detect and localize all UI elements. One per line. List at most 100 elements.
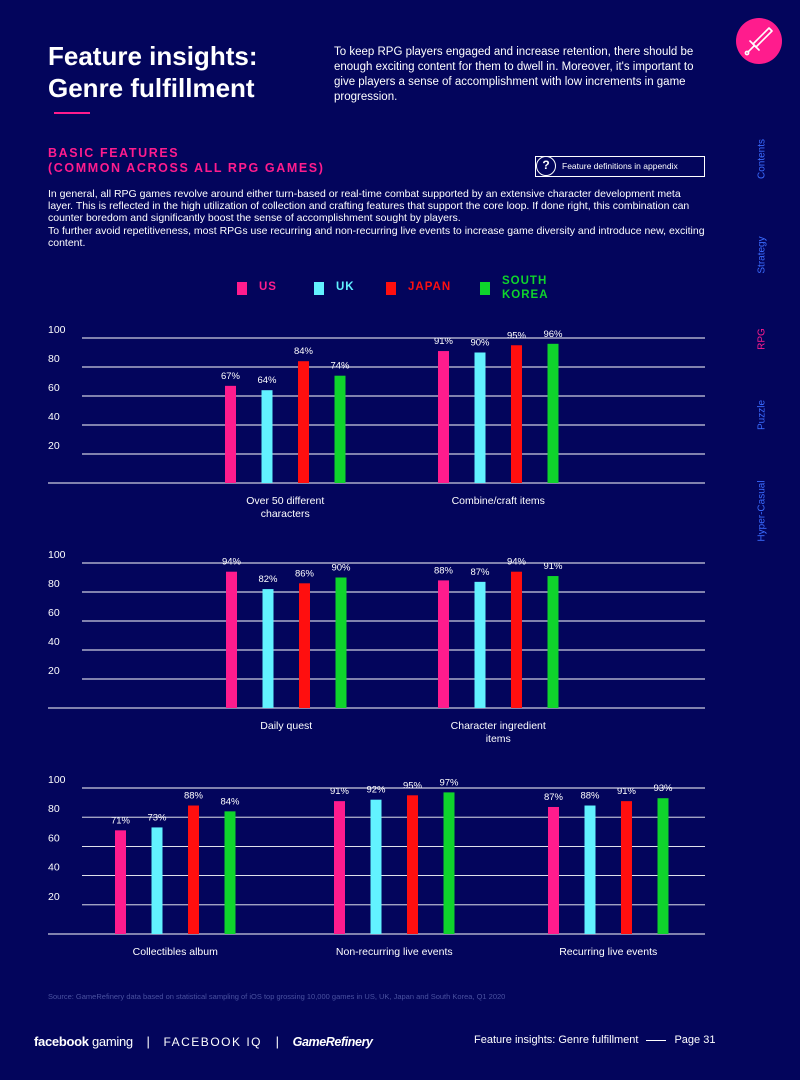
section-body-paragraph-1: In general, all RPG games revolve around… bbox=[48, 188, 690, 225]
data-label: 91% bbox=[434, 336, 454, 347]
bar-us-recurring-live-events bbox=[548, 806, 559, 934]
bar-chart-2: 20 40 60 80 100 94% 82% 86% 90% Daily quest 88% 87%… bbox=[48, 549, 705, 745]
divider: | bbox=[146, 1034, 150, 1049]
section-title-line2: (COMMON ACROSS ALL RPG GAMES) bbox=[48, 161, 325, 175]
y-tick-label: 20 bbox=[48, 440, 60, 452]
bar-uk-character-ingredient-items bbox=[474, 581, 486, 708]
y-tick-label: 40 bbox=[48, 862, 60, 874]
data-label: 91% bbox=[330, 786, 350, 797]
y-tick-label: 60 bbox=[48, 382, 60, 394]
bar-uk-combine-craft-items bbox=[474, 352, 486, 483]
y-tick-label: 20 bbox=[48, 665, 60, 677]
y-tick-label: 80 bbox=[48, 803, 60, 815]
page-number: Page 31 bbox=[674, 1034, 716, 1046]
category-label: Daily quest bbox=[260, 720, 312, 732]
legend-swatch bbox=[480, 282, 490, 295]
bar-south-korea-daily-quest bbox=[335, 577, 347, 708]
legend-swatch bbox=[386, 282, 396, 295]
bar-japan-character-ingredient-items bbox=[511, 571, 522, 708]
category-label: Recurring live events bbox=[559, 946, 657, 958]
category-label: characters bbox=[261, 508, 310, 520]
bar-south-korea-combine-craft-items bbox=[547, 343, 559, 483]
gaming-wordmark: gaming bbox=[91, 1034, 133, 1049]
data-label: 71% bbox=[111, 815, 131, 826]
data-label: 92% bbox=[366, 785, 386, 796]
y-tick-label: 60 bbox=[48, 832, 60, 844]
source-note: Source: GameRefinery data based on stati… bbox=[48, 992, 506, 1001]
sidenav-label: Strategy bbox=[756, 236, 768, 274]
data-label: 73% bbox=[147, 812, 167, 823]
gamerefinery-logo: GameRefinery bbox=[292, 1035, 373, 1049]
data-label: 91% bbox=[617, 786, 637, 797]
y-tick-label: 40 bbox=[48, 411, 60, 423]
bar-us-collectibles-album bbox=[115, 830, 126, 934]
bar-us-daily-quest bbox=[226, 571, 237, 708]
bar-uk-daily-quest bbox=[262, 589, 274, 708]
sidenav-item-puzzle[interactable]: Puzzle bbox=[752, 370, 772, 460]
page-title-line1: Feature insights: bbox=[48, 41, 258, 71]
data-label: 82% bbox=[258, 574, 278, 585]
y-tick-label: 100 bbox=[48, 324, 66, 336]
sidenav-item-contents[interactable]: Contents bbox=[752, 114, 772, 204]
bar-us-non-recurring-live-events bbox=[334, 801, 345, 934]
section-title-line1: BASIC FEATURES bbox=[48, 146, 180, 160]
bar-chart-1: 20 40 60 80 100 67% 64% 84% 74% Over 50 different… bbox=[48, 324, 705, 520]
sidenav-label: RPG bbox=[756, 328, 768, 350]
data-label: 88% bbox=[580, 791, 600, 802]
bar-japan-recurring-live-events bbox=[621, 801, 632, 934]
bar-south-korea-character-ingredient-items bbox=[547, 576, 559, 708]
section-body: In general, all RPG games revolve around… bbox=[48, 188, 708, 249]
bar-chart-3: 20 40 60 80 100 71% 73% 88% 84% Collectibles albu… bbox=[48, 774, 705, 958]
bar-japan-collectibles-album bbox=[188, 805, 199, 934]
bar-south-korea-collectibles-album bbox=[224, 811, 236, 934]
legend-label-line1: SOUTH bbox=[502, 275, 548, 287]
sword-icon bbox=[736, 18, 782, 64]
y-tick-label: 60 bbox=[48, 607, 60, 619]
legend-label: SOUTH KOREA bbox=[502, 274, 549, 302]
data-label: 64% bbox=[257, 375, 277, 386]
y-tick-label: 100 bbox=[48, 774, 66, 786]
data-label: 90% bbox=[470, 338, 490, 349]
title-underline bbox=[54, 112, 90, 114]
bar-south-korea-over-50-different-characters bbox=[334, 375, 346, 483]
bar-japan-daily-quest bbox=[299, 583, 310, 708]
data-label: 87% bbox=[544, 792, 564, 803]
data-label: 95% bbox=[507, 330, 527, 341]
y-tick-label: 100 bbox=[48, 549, 66, 561]
data-label: 88% bbox=[434, 565, 454, 576]
page-title-line2: Genre fulfillment bbox=[48, 73, 255, 103]
legend-label: US bbox=[259, 281, 277, 293]
intro-text: To keep RPG players engaged and increase… bbox=[334, 46, 694, 103]
section-body-paragraph-2: To further avoid repetitiveness, most RP… bbox=[48, 224, 705, 249]
sidenav-item-hyper-casual[interactable]: Hyper-Casual bbox=[752, 466, 772, 556]
legend-label: UK bbox=[336, 281, 355, 293]
feature-definitions-button[interactable]: ? Feature definitions in appendix bbox=[535, 156, 705, 177]
category-label: Over 50 different bbox=[246, 495, 324, 507]
data-label: 87% bbox=[470, 567, 490, 578]
facebook-iq-logo: FACEBOOK IQ bbox=[163, 1035, 262, 1049]
category-label: Non-recurring live events bbox=[336, 946, 453, 958]
data-label: 67% bbox=[221, 371, 241, 382]
data-label: 84% bbox=[294, 346, 314, 357]
sidenav-item-strategy[interactable]: Strategy bbox=[752, 210, 772, 300]
y-tick-label: 20 bbox=[48, 891, 60, 903]
data-label: 90% bbox=[331, 563, 351, 574]
data-label: 95% bbox=[403, 780, 423, 791]
data-label: 94% bbox=[222, 557, 242, 568]
footer-page-info: Feature insights: Genre fulfillment Page … bbox=[474, 1034, 715, 1046]
data-label: 84% bbox=[220, 796, 240, 807]
data-label: 93% bbox=[653, 783, 673, 794]
section-title: BASIC FEATURES (COMMON ACROSS ALL RPG GA… bbox=[48, 146, 325, 176]
data-label: 74% bbox=[330, 361, 350, 372]
bar-us-character-ingredient-items bbox=[438, 580, 449, 708]
y-tick-label: 80 bbox=[48, 353, 60, 365]
divider: | bbox=[275, 1034, 280, 1049]
data-label: 86% bbox=[295, 568, 315, 579]
bar-uk-collectibles-album bbox=[151, 827, 163, 934]
bar-uk-over-50-different-characters bbox=[261, 390, 273, 483]
footer-brands: facebook gaming | FACEBOOK IQ | GameRefi… bbox=[34, 1034, 373, 1049]
facebook-gaming-logo: facebook gaming bbox=[34, 1034, 133, 1049]
legend-swatch bbox=[314, 282, 324, 295]
legend-label: JAPAN bbox=[408, 281, 452, 293]
bar-us-combine-craft-items bbox=[438, 351, 449, 483]
